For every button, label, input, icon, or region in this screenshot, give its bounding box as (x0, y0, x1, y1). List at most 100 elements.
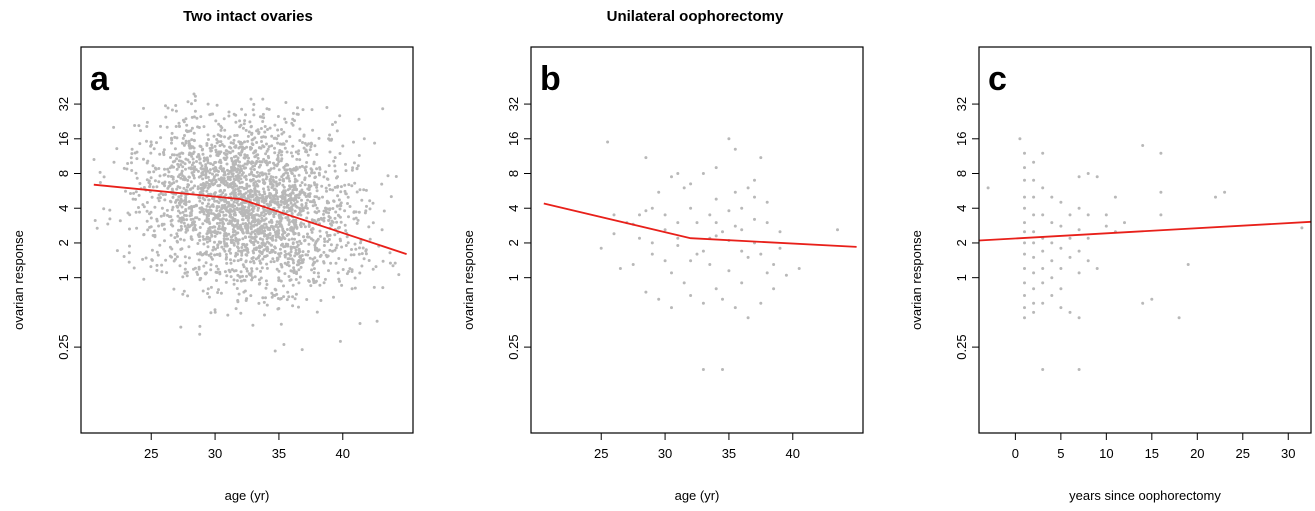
point-a-1438 (225, 261, 229, 265)
point-a-1216 (171, 224, 175, 228)
point-a-1038 (186, 294, 190, 298)
point-a-2150 (340, 245, 344, 249)
group-title-left: Two intact ovaries (183, 8, 313, 25)
point-a-1405 (130, 152, 134, 156)
point-a-1691 (198, 226, 202, 229)
point-a-1250 (181, 141, 184, 145)
point-a-2122 (187, 153, 191, 157)
point-a-2191 (185, 189, 189, 193)
x-tick-label-c-1: 5 (1057, 446, 1064, 461)
point-a-2559 (263, 313, 266, 317)
point-a-409 (292, 261, 295, 265)
point-a-1398 (211, 248, 215, 252)
point-c-m34 (1041, 368, 1045, 371)
point-a-1310 (270, 144, 274, 148)
point-a-602 (142, 277, 146, 281)
point-a-1532 (213, 175, 216, 179)
point-a-908 (186, 100, 190, 104)
y-tick-label-b-4: 8 (506, 170, 521, 177)
point-a-391 (218, 231, 222, 235)
point-a-2289 (277, 168, 281, 172)
point-a-1668 (256, 206, 260, 210)
point-a-2201 (267, 169, 271, 172)
point-a-1279 (200, 206, 204, 210)
point-a-2533 (263, 229, 267, 233)
point-a-2287 (268, 200, 272, 204)
point-a-363 (331, 207, 335, 210)
point-a-2112 (223, 188, 226, 192)
point-a-573 (319, 299, 323, 302)
point-a-2283 (251, 276, 254, 280)
point-a-1052 (312, 267, 316, 271)
point-a-2272 (190, 115, 194, 119)
point-a-886 (172, 287, 176, 291)
point-a-2224 (264, 135, 267, 139)
point-a-1852 (298, 255, 302, 259)
point-a-1703 (257, 179, 261, 183)
point-a-1433 (199, 115, 203, 119)
point-a-1112 (187, 200, 191, 204)
point-a-2102 (209, 255, 213, 259)
point-a-1511 (306, 153, 310, 157)
point-a-941 (265, 262, 269, 266)
point-a-611 (300, 164, 304, 168)
point-a-2255 (301, 209, 305, 212)
point-a-2013 (229, 261, 233, 265)
point-a-1240 (302, 222, 306, 226)
point-a-2284 (233, 184, 237, 188)
point-a-2003 (163, 173, 167, 177)
point-a-671 (244, 178, 248, 181)
point-a-1483 (279, 199, 283, 203)
point-a-1837 (260, 216, 264, 220)
point-b-m3 (670, 175, 673, 179)
point-b-m67 (765, 271, 769, 275)
point-a-1113 (190, 238, 194, 241)
point-a-2307 (221, 217, 225, 221)
point-a-830 (282, 295, 286, 299)
point-a-985 (170, 138, 174, 142)
point-a-1566 (226, 172, 230, 176)
point-a-1360 (157, 199, 161, 203)
point-a-997 (229, 141, 233, 145)
point-a-1892 (175, 232, 179, 236)
point-a-1653 (196, 125, 200, 129)
point-b-m80 (714, 197, 718, 201)
point-a-2556 (235, 175, 239, 179)
point-a-2335 (221, 198, 225, 202)
point-a-414 (153, 205, 157, 209)
point-b-m50 (657, 297, 661, 301)
point-c-m48 (1068, 236, 1072, 240)
point-a-2280 (215, 253, 219, 256)
point-a-1292 (207, 138, 210, 141)
point-a-2381 (260, 171, 264, 175)
point-a-851 (159, 124, 162, 128)
point-a-1967 (252, 251, 256, 255)
point-a-2262 (176, 162, 180, 166)
point-a-2118 (288, 187, 292, 191)
point-a-2083 (287, 218, 291, 222)
point-a-2558 (325, 255, 329, 259)
point-a-295 (296, 152, 300, 156)
point-b-m28 (765, 200, 769, 204)
point-a-2486 (218, 213, 221, 217)
point-a-1624 (380, 182, 384, 186)
point-a-299 (142, 106, 145, 110)
point-b-m52 (682, 281, 686, 285)
point-a-1301 (204, 176, 208, 180)
point-a-849 (313, 176, 317, 180)
point-c-m25 (1032, 310, 1036, 314)
point-a-2005 (235, 206, 239, 210)
point-a-1079 (239, 279, 243, 283)
point-a-2211 (200, 209, 204, 213)
point-c-m18 (1032, 213, 1036, 217)
point-c-m52 (1077, 206, 1081, 210)
point-a-1931 (177, 219, 181, 223)
point-a-2390 (248, 198, 252, 202)
point-a-1187 (250, 257, 254, 260)
point-a-2553 (258, 196, 262, 200)
point-a-758 (169, 200, 173, 204)
point-a-2391 (237, 189, 241, 193)
point-b-m16 (638, 213, 641, 217)
point-a-2408 (180, 218, 184, 222)
point-a-1936 (312, 281, 316, 285)
